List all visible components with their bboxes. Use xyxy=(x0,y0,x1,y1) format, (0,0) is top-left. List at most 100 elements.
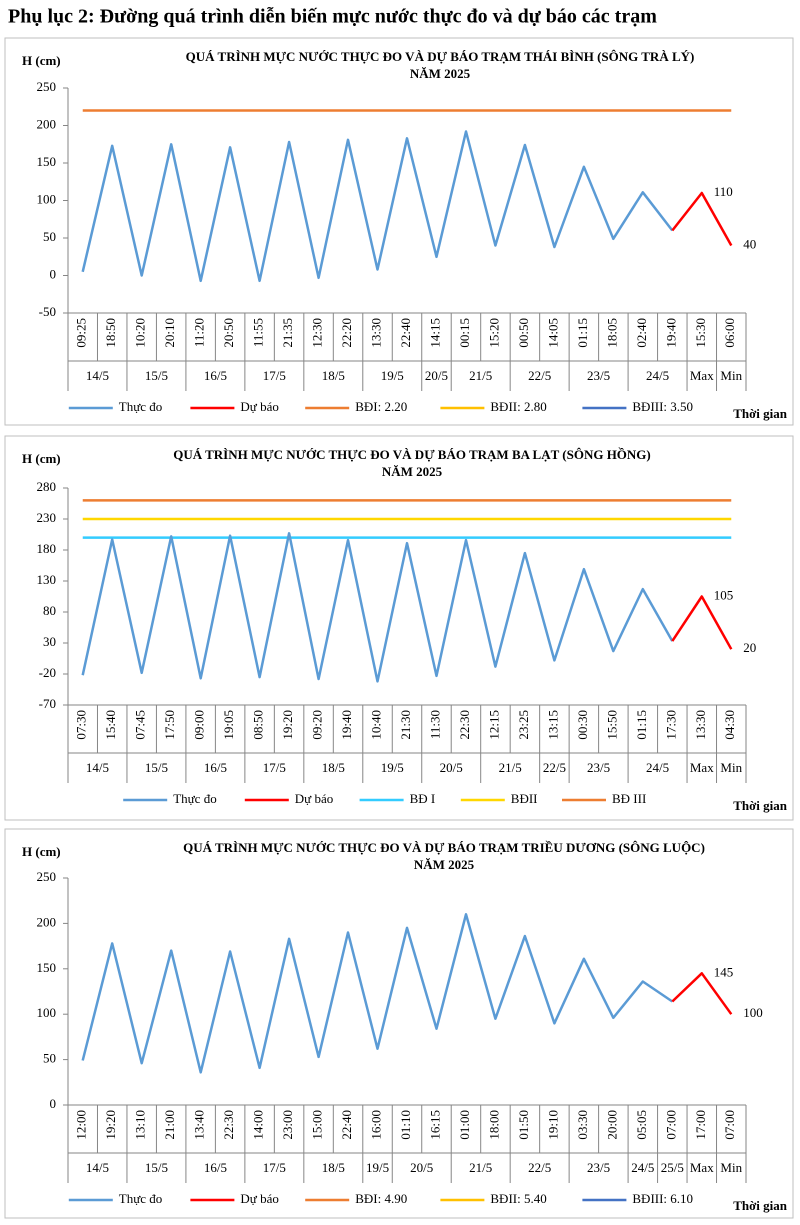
x-tick-label: 12:00 xyxy=(74,1110,89,1140)
x-tick-label: 03:30 xyxy=(575,1110,590,1140)
date-label: 19/5 xyxy=(381,760,404,775)
date-label: 21/5 xyxy=(469,368,492,383)
y-tick-label: 280 xyxy=(37,479,57,494)
date-label: Min xyxy=(720,368,742,383)
y-tick-label: 200 xyxy=(37,914,57,929)
x-axis-label: Thời gian xyxy=(733,406,788,421)
y-tick-label: 180 xyxy=(37,541,57,556)
date-label: 17/5 xyxy=(263,760,286,775)
date-label: 18/5 xyxy=(322,760,345,775)
x-tick-label: 11:30 xyxy=(427,710,442,739)
date-label: 24/5 xyxy=(631,1160,654,1175)
y-tick-label: 200 xyxy=(37,116,57,131)
x-tick-label: 15:00 xyxy=(310,1110,325,1140)
data-label: 105 xyxy=(714,587,734,602)
date-label: Max xyxy=(690,760,714,775)
date-label: 14/5 xyxy=(86,760,109,775)
date-label: 21/5 xyxy=(499,760,522,775)
x-tick-label: 14:15 xyxy=(427,318,442,348)
series-line xyxy=(81,130,674,283)
legend-label: Dự báo xyxy=(240,1191,278,1206)
x-tick-label: 13:10 xyxy=(133,1110,148,1140)
x-tick-label: 00:30 xyxy=(575,710,590,740)
x-tick-label: 01:50 xyxy=(516,1110,531,1140)
x-tick-label: 09:20 xyxy=(310,710,325,740)
x-tick-label: 18:50 xyxy=(103,318,118,348)
date-label: 15/5 xyxy=(145,760,168,775)
x-tick-label: 18:00 xyxy=(486,1110,501,1140)
x-tick-label: 19:40 xyxy=(339,710,354,740)
x-tick-label: 01:00 xyxy=(457,1110,472,1140)
x-tick-label: 07:30 xyxy=(74,710,89,740)
x-tick-label: 21:00 xyxy=(162,1110,177,1140)
x-tick-label: 09:25 xyxy=(74,318,89,348)
x-tick-label: 05:05 xyxy=(634,1110,649,1140)
data-label: 110 xyxy=(714,184,733,199)
y-tick-label: -50 xyxy=(39,304,56,319)
x-tick-label: 19:40 xyxy=(663,318,678,348)
x-tick-label: 18:05 xyxy=(604,318,619,348)
date-label: 20/5 xyxy=(425,368,448,383)
data-label: 40 xyxy=(743,236,756,251)
legend-label: Thực đo xyxy=(119,1191,163,1206)
x-tick-label: 00:50 xyxy=(516,318,531,348)
data-label: 145 xyxy=(714,964,734,979)
x-tick-label: 11:20 xyxy=(192,318,207,347)
date-label: 17/5 xyxy=(263,1160,286,1175)
date-label: 20/5 xyxy=(410,1160,433,1175)
x-tick-label: 08:50 xyxy=(251,710,266,740)
y-tick-label: 130 xyxy=(37,572,57,587)
date-label: 23/5 xyxy=(587,368,610,383)
legend-label: BĐI: 2.20 xyxy=(355,399,407,414)
date-label: 16/5 xyxy=(204,760,227,775)
date-label: 24/5 xyxy=(646,368,669,383)
x-tick-label: 13:40 xyxy=(192,1110,207,1140)
x-tick-label: 13:30 xyxy=(369,318,384,348)
x-tick-label: 20:10 xyxy=(162,318,177,348)
y-tick-label: -70 xyxy=(39,696,56,711)
legend-label: Dự báo xyxy=(295,791,333,806)
x-axis-label: Thời gian xyxy=(733,1198,788,1213)
series-line xyxy=(81,532,674,683)
x-tick-label: 22:30 xyxy=(221,1110,236,1140)
date-label: 19/5 xyxy=(381,368,404,383)
legend-label: BĐIII: 3.50 xyxy=(632,399,693,414)
date-label: 16/5 xyxy=(204,1160,227,1175)
y-tick-label: -20 xyxy=(39,665,56,680)
page-title: Phụ lục 2: Đường quá trình diễn biến mực… xyxy=(8,6,657,28)
x-tick-label: 21:30 xyxy=(398,710,413,740)
x-tick-label: 23:25 xyxy=(516,710,531,740)
y-tick-label: 0 xyxy=(50,266,57,281)
x-tick-label: 15:30 xyxy=(693,318,708,348)
date-label: 14/5 xyxy=(86,368,109,383)
series-line xyxy=(671,191,733,247)
y-tick-label: 50 xyxy=(43,1051,56,1066)
x-tick-label: 04:30 xyxy=(722,710,737,740)
legend-label: BĐ I xyxy=(410,791,436,806)
x-tick-label: 20:00 xyxy=(604,1110,619,1140)
legend-label: Dự báo xyxy=(240,399,278,414)
x-tick-label: 23:00 xyxy=(280,1110,295,1140)
y-tick-label: 150 xyxy=(37,960,57,975)
chart-frame xyxy=(4,435,794,821)
date-label: Max xyxy=(690,1160,714,1175)
data-label: 20 xyxy=(743,640,756,655)
date-label: 15/5 xyxy=(145,368,168,383)
y-tick-label: 100 xyxy=(37,191,57,206)
x-tick-label: 19:20 xyxy=(103,1110,118,1140)
chart-subtitle: NĂM 2025 xyxy=(382,464,443,479)
date-label: 23/5 xyxy=(587,1160,610,1175)
legend-label: BĐ III xyxy=(612,791,646,806)
chart-frame xyxy=(4,37,794,426)
date-label: 22/5 xyxy=(528,368,551,383)
date-label: Max xyxy=(690,368,714,383)
y-tick-label: 250 xyxy=(37,79,57,94)
y-tick-label: 150 xyxy=(37,154,57,169)
y-tick-label: 50 xyxy=(43,229,56,244)
data-label: 100 xyxy=(743,1005,763,1020)
date-label: 20/5 xyxy=(440,760,463,775)
x-tick-label: 17:50 xyxy=(162,710,177,740)
x-tick-label: 01:10 xyxy=(398,1110,413,1140)
y-tick-label: 80 xyxy=(43,603,56,618)
